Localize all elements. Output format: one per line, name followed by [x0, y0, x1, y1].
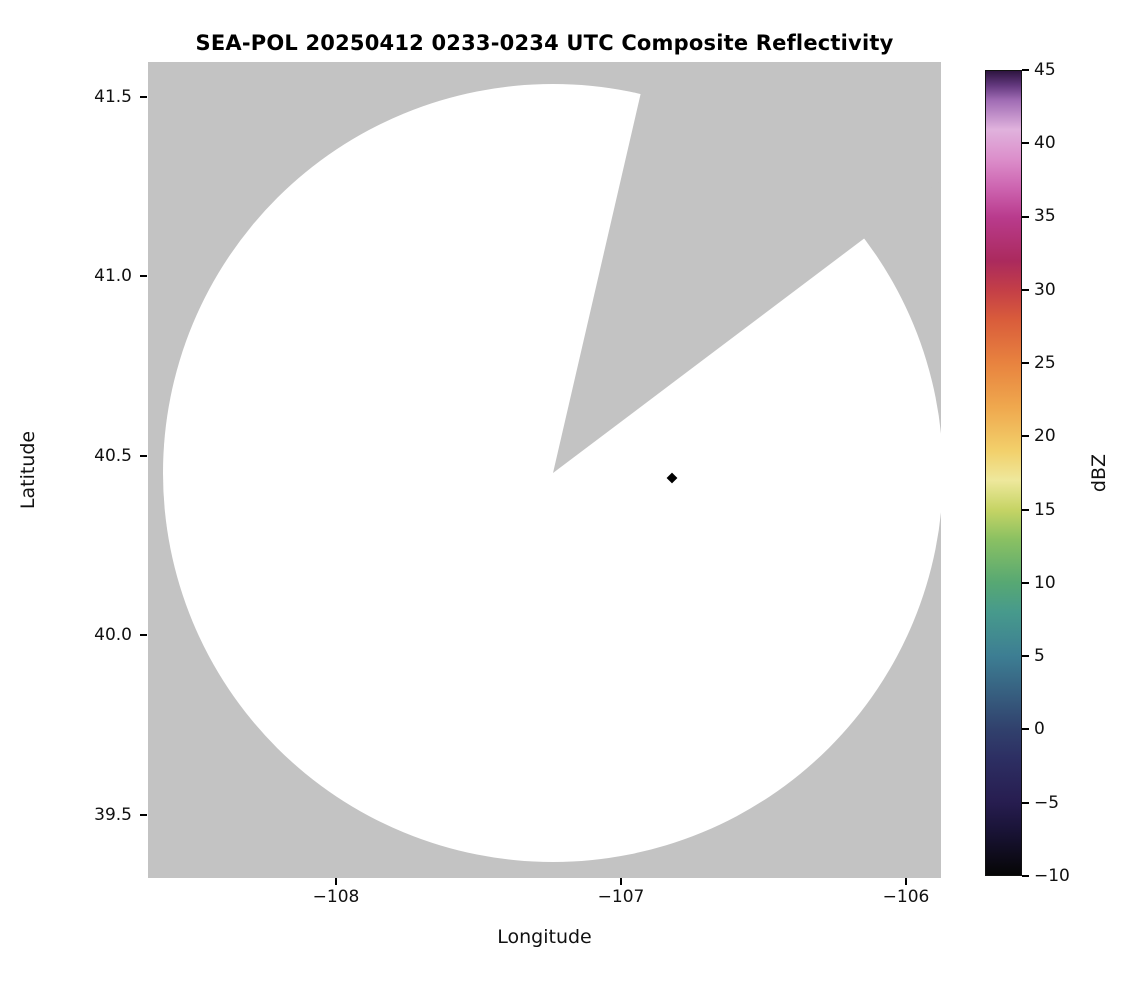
colorbar-tick: [1022, 289, 1029, 291]
y-tick-label: 39.5: [94, 805, 132, 825]
y-tick-label: 40.0: [94, 625, 132, 645]
colorbar-tick-label: 35: [1034, 206, 1056, 226]
chart-title: SEA-POL 20250412 0233-0234 UTC Composite…: [195, 31, 894, 55]
colorbar-tick-label: 0: [1034, 719, 1045, 739]
colorbar-tick-label: −10: [1034, 866, 1070, 886]
colorbar-tick: [1022, 655, 1029, 657]
colorbar-gradient: [986, 71, 1021, 875]
y-tick: [140, 275, 147, 277]
y-axis-label: Latitude: [17, 430, 39, 510]
colorbar-tick: [1022, 582, 1029, 584]
y-tick: [140, 634, 147, 636]
colorbar-tick-label: 30: [1034, 280, 1056, 300]
colorbar-tick: [1022, 142, 1029, 144]
y-tick-label: 41.0: [94, 266, 132, 286]
colorbar-tick-label: 10: [1034, 573, 1056, 593]
blocked-sector: [553, 62, 941, 473]
y-tick: [140, 814, 147, 816]
colorbar-tick: [1022, 435, 1029, 437]
y-tick: [140, 455, 147, 457]
x-tick: [905, 878, 907, 885]
colorbar-tick: [1022, 69, 1029, 71]
x-tick: [335, 878, 337, 885]
y-tick-label: 41.5: [94, 87, 132, 107]
x-tick-label: −106: [882, 887, 930, 907]
colorbar-tick-label: 15: [1034, 500, 1056, 520]
colorbar-tick: [1022, 216, 1029, 218]
x-axis-label: Longitude: [497, 926, 592, 948]
y-tick-label: 40.5: [94, 446, 132, 466]
point-marker: [666, 472, 678, 484]
x-tick-label: −108: [312, 887, 360, 907]
colorbar-tick-label: 20: [1034, 426, 1056, 446]
colorbar-tick: [1022, 875, 1029, 877]
colorbar-tick: [1022, 728, 1029, 730]
x-tick: [620, 878, 622, 885]
colorbar-tick: [1022, 802, 1029, 804]
x-tick-label: −107: [597, 887, 645, 907]
map-plot: [148, 62, 941, 878]
colorbar-tick-label: 40: [1034, 133, 1056, 153]
colorbar-tick: [1022, 362, 1029, 364]
colorbar: [985, 70, 1022, 876]
colorbar-tick-label: 5: [1034, 646, 1045, 666]
colorbar-tick-label: 45: [1034, 60, 1056, 80]
colorbar-tick-label: −5: [1034, 793, 1060, 813]
colorbar-label: dBZ: [1088, 453, 1110, 493]
colorbar-tick-label: 25: [1034, 353, 1056, 373]
colorbar-tick: [1022, 509, 1029, 511]
y-tick: [140, 96, 147, 98]
